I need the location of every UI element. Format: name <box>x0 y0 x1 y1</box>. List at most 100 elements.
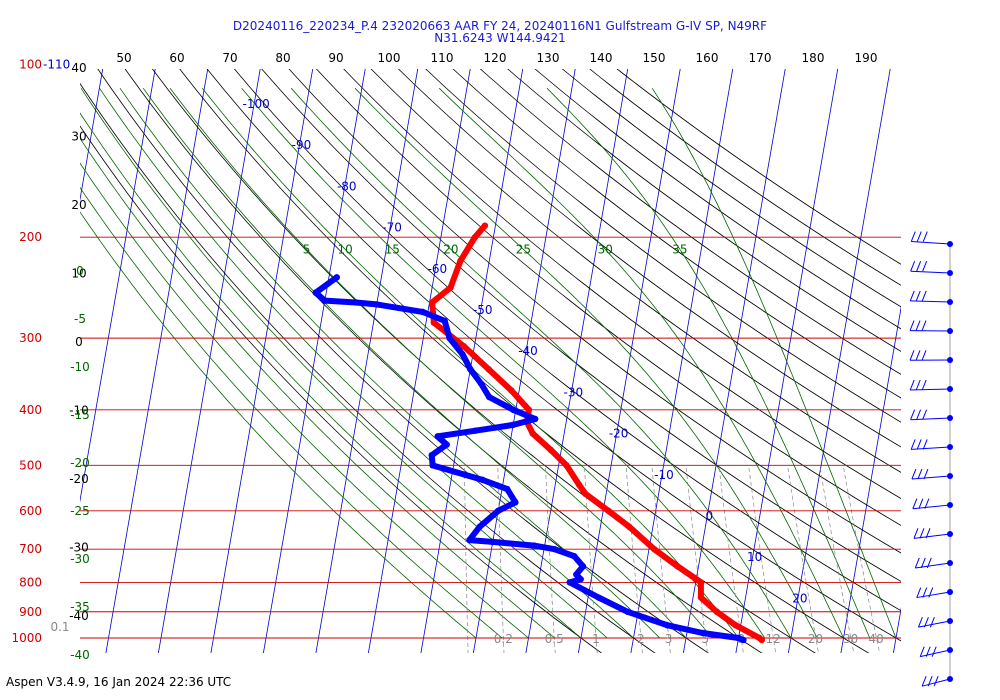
dewpoint-point <box>512 499 519 506</box>
theta-top-label: 90 <box>328 51 343 65</box>
wind-barb-flag <box>926 557 932 569</box>
isotherm-label: -90 <box>292 138 312 152</box>
isotherm-label: 20 <box>792 591 807 605</box>
dewpoint-point <box>472 427 479 434</box>
dewpoint-point <box>429 462 436 469</box>
wind-barb-flag <box>916 261 922 272</box>
dewpoint-point <box>419 308 426 316</box>
mixing-ratio-line <box>843 467 880 653</box>
dry-adiabat-line <box>315 69 901 526</box>
dewpoint-point <box>566 579 573 586</box>
wind-barb-staff <box>910 270 951 274</box>
pressure-label: 800 <box>19 575 42 589</box>
pressure-label: 600 <box>19 504 42 518</box>
wind-barb-flag <box>911 468 917 480</box>
temperature-point <box>485 366 492 373</box>
wind-barb-flag <box>928 587 934 598</box>
theta-w-label: 35 <box>672 242 687 256</box>
wind-barb-flag <box>915 379 921 391</box>
isotherm-line <box>840 305 901 653</box>
isotherm-line <box>105 69 209 653</box>
wind-barb-staff <box>916 591 951 599</box>
mixing-ratio-label: 12 <box>766 632 781 646</box>
dewpoint-point <box>573 571 580 578</box>
mixing-ratio-label: 40 <box>869 632 884 646</box>
wind-barb-flag <box>909 320 915 331</box>
dry-adiabat-line <box>80 82 656 653</box>
wind-barb-flag <box>925 528 931 539</box>
wind-barb-staff <box>913 533 951 539</box>
dry-adiabat-line <box>534 69 901 330</box>
theta-w-label: 20 <box>443 242 458 256</box>
dewpoint-point <box>489 538 496 546</box>
dry-adiabat-line <box>370 69 901 473</box>
dry-adiabat-line <box>479 69 901 375</box>
temperature-point <box>525 406 533 413</box>
moist-adiabat-line <box>80 87 608 639</box>
dry-adiabat-line <box>397 69 901 448</box>
temperature-point <box>430 319 438 326</box>
wind-barb-flag <box>921 675 927 687</box>
dewpoint-point <box>333 274 340 281</box>
mixing-ratio-line <box>787 467 819 653</box>
isotherm-label: -30 <box>564 385 584 399</box>
dewpoint-point <box>577 576 584 583</box>
temperature-point <box>428 299 436 306</box>
left-temperature-label: 10 <box>71 267 86 281</box>
mixing-ratio-label: 0.1 <box>50 620 69 634</box>
pressure-label: 500 <box>19 458 42 472</box>
dry-adiabat-line <box>179 69 870 653</box>
temperature-profile-line <box>429 222 765 643</box>
wind-barb-flag <box>914 557 920 569</box>
theta-top-label: 100 <box>378 51 401 65</box>
wind-barb-flag <box>910 439 916 450</box>
dry-adiabat-line <box>80 125 603 653</box>
dewpoint-point <box>321 297 329 304</box>
theta-top-label: 180 <box>802 51 825 65</box>
moist-adiabat-line <box>241 87 766 639</box>
pressure-label: 1000 <box>11 631 42 645</box>
wind-barb-flag <box>925 646 931 657</box>
temperature-point <box>697 594 705 601</box>
isotherm-line <box>682 69 786 653</box>
dewpoint-point <box>441 317 448 325</box>
isotherm-line <box>210 69 314 653</box>
temperature-point <box>697 579 705 586</box>
dewpoint-point <box>509 421 517 429</box>
moist-adiabat-line <box>651 87 897 639</box>
temperature-point <box>758 636 765 644</box>
wind-barb-flag <box>920 557 926 569</box>
grid-labels: 1002003004005006007008009001000-110-100-… <box>11 51 883 662</box>
temperature-point <box>713 608 721 615</box>
isotherm-line <box>944 38 1000 661</box>
temperature-point <box>457 257 464 265</box>
mixing-ratio-label: 2 <box>637 632 645 646</box>
temperature-point <box>481 222 489 229</box>
mixing-ratio-line <box>685 467 708 653</box>
grid-lines <box>80 38 1000 661</box>
temperature-point <box>471 233 479 241</box>
wind-barb-staff <box>910 300 951 303</box>
moist-adiabat-line <box>119 87 661 639</box>
mixing-ratio-label: 20 <box>808 632 823 646</box>
isotherm-line <box>157 69 261 653</box>
isotherm-line <box>892 606 901 653</box>
dry-adiabat-line <box>589 69 901 286</box>
moist-adiabat-line <box>80 162 529 639</box>
theta-w-label: 5 <box>303 242 311 256</box>
isotherm-label: -40 <box>518 344 538 358</box>
mixing-ratio-label: 3 <box>665 632 673 646</box>
dewpoint-point <box>509 406 517 413</box>
pressure-label: 300 <box>19 331 42 345</box>
isotherm-line <box>80 69 104 202</box>
left-temperature-label: -30 <box>69 541 89 555</box>
wind-barb-flag <box>921 379 927 391</box>
dewpoint-point <box>571 552 578 560</box>
dewpoint-point <box>476 523 483 531</box>
left-temperature-label: 30 <box>71 130 86 144</box>
footer-text: Aspen V3.4.9, 16 Jan 2024 22:36 UTC <box>6 675 232 689</box>
temperature-point <box>674 563 681 570</box>
left-temperature-label: -10 <box>69 404 89 418</box>
temperature-point <box>651 545 658 553</box>
